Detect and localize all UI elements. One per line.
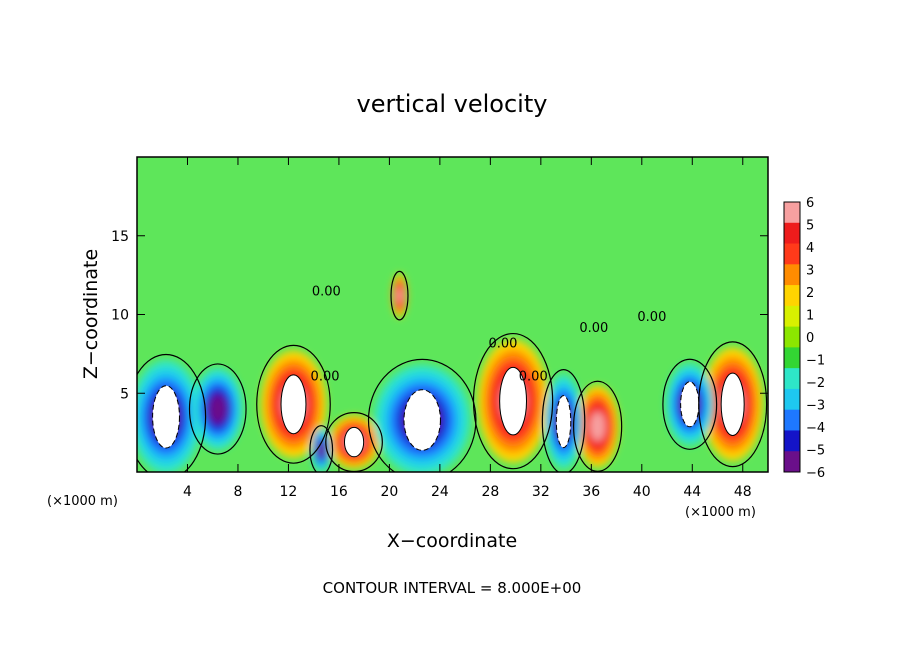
colorbar-label-3: 3 xyxy=(806,264,814,279)
x-tick-label-0: 4 xyxy=(183,484,192,500)
colorbar-swatch-11 xyxy=(784,430,800,452)
colorbar-label-6: 0 xyxy=(806,331,814,346)
contour-label-3: 0.00 xyxy=(637,310,666,325)
x-tick-label-9: 40 xyxy=(633,484,651,500)
colorbar-swatch-1 xyxy=(784,222,800,245)
contour-labels: 0.00 0.00 0.00 0.00 0.00 0.00 xyxy=(311,285,667,385)
x-unit-left: (×1000 m) xyxy=(47,494,118,509)
x-tick-label-7: 32 xyxy=(532,484,550,500)
zero-contour-6 xyxy=(137,353,207,472)
updraft-core-2 xyxy=(720,372,745,436)
downdraft-core-9 xyxy=(555,395,572,449)
x-tick-label-8: 36 xyxy=(582,484,600,500)
colorbar-label-1: 5 xyxy=(806,219,814,234)
velocity-field xyxy=(137,273,763,472)
colorbar-swatch-0 xyxy=(784,202,800,224)
chart-title: vertical velocity xyxy=(357,90,548,118)
colorbar-label-5: 1 xyxy=(806,309,814,324)
contour-label-1: 0.00 xyxy=(489,337,518,352)
colorbar-label-10: −4 xyxy=(806,421,825,436)
contour-label-5: 0.00 xyxy=(519,370,548,385)
updraft-core-1 xyxy=(499,366,528,436)
colorbar-swatch-7 xyxy=(784,347,800,369)
x-tick-label-3: 16 xyxy=(330,484,348,500)
plot-area: 0.00 0.00 0.00 0.00 0.00 0.00 xyxy=(136,156,769,473)
x-axis-ticks: 4 8 12 16 20 24 28 32 36 40 44 48 xyxy=(183,157,752,500)
updraft-core-0 xyxy=(280,374,307,435)
y-tick-label-2: 15 xyxy=(111,229,129,245)
y-tick-label-1: 10 xyxy=(111,308,129,324)
zero-contour-10 xyxy=(662,358,718,450)
downdraft-core-8 xyxy=(403,389,441,451)
colorbar-swatch-2 xyxy=(784,243,800,265)
colorbar-swatch-5 xyxy=(784,305,800,328)
contour-interval-note: CONTOUR INTERVAL = 8.000E+00 xyxy=(323,579,582,597)
y-tick-label-0: 5 xyxy=(120,386,129,402)
colorbar-frame xyxy=(783,201,801,473)
x-unit-right: (×1000 m) xyxy=(685,505,756,520)
updraft-cell-4-band-4 xyxy=(589,411,606,442)
x-tick-label-1: 8 xyxy=(233,484,242,500)
contour-label-2: 0.00 xyxy=(579,321,608,336)
x-axis-label: X−coordinate xyxy=(387,530,517,552)
colorbar-label-2: 4 xyxy=(806,241,814,256)
downdraft-cell-7-band-4 xyxy=(208,394,227,424)
zero-contour-8 xyxy=(367,358,477,472)
colorbar-label-0: 6 xyxy=(806,196,814,211)
x-tick-label-4: 20 xyxy=(380,484,398,500)
contour-lines xyxy=(137,270,768,472)
colorbar-label-9: −3 xyxy=(806,399,825,414)
contour-label-0: 0.00 xyxy=(312,285,341,300)
colorbar-swatch-9 xyxy=(784,388,800,411)
downdraft-core-6 xyxy=(152,385,180,449)
colorbar-swatch-3 xyxy=(784,264,800,286)
colorbar-label-12: −6 xyxy=(806,466,825,481)
colorbar-label-4: 2 xyxy=(806,286,814,301)
colorbar-swatch-4 xyxy=(784,285,800,307)
y-axis-label: Z−coordinate xyxy=(80,249,102,379)
zero-contour-9 xyxy=(541,369,586,472)
y-axis-ticks: 5 10 15 xyxy=(111,229,768,402)
downdraft-cell-11-band-4 xyxy=(317,442,325,458)
x-tick-label-6: 28 xyxy=(481,484,499,500)
zero-contour-0 xyxy=(256,344,331,464)
colorbar-label-11: −5 xyxy=(806,444,825,459)
zero-contour-5 xyxy=(390,270,409,321)
colorbar-label-7: −1 xyxy=(806,354,825,369)
downdraft-core-10 xyxy=(680,381,700,428)
colorbar-swatch-8 xyxy=(784,368,800,390)
zero-contour-7 xyxy=(188,363,247,455)
zero-contour-11 xyxy=(309,425,334,472)
updraft-core-3 xyxy=(343,426,365,458)
zero-contour-2 xyxy=(698,341,768,468)
updraft-cell-5-band-4 xyxy=(396,287,403,304)
x-tick-label-10: 44 xyxy=(683,484,701,500)
colorbar-swatch-6 xyxy=(784,326,800,348)
contour-label-4: 0.00 xyxy=(311,370,340,385)
x-tick-label-2: 12 xyxy=(280,484,298,500)
colorbar-swatch-10 xyxy=(784,409,800,431)
colorbar: 6 5 4 3 2 1 0 −1 −2 −3 −4 −5 −6 xyxy=(783,196,825,481)
colorbar-label-8: −2 xyxy=(806,376,825,391)
colorbar-swatch-12 xyxy=(784,451,800,473)
x-tick-label-11: 48 xyxy=(734,484,752,500)
x-tick-label-5: 24 xyxy=(431,484,449,500)
